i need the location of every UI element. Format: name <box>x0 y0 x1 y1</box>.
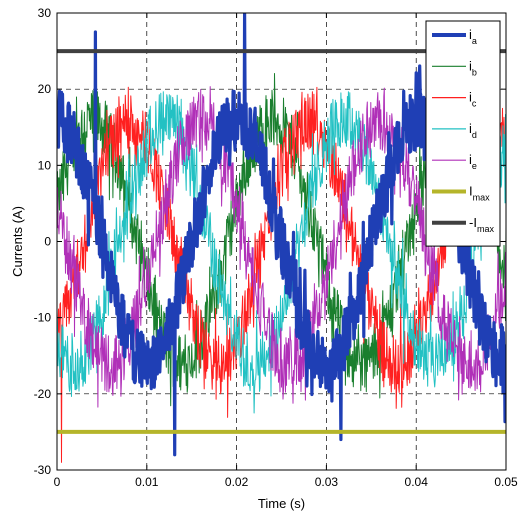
y-axis-label: Currents (A) <box>10 206 25 277</box>
legend-box <box>425 20 501 247</box>
y-tick-label: -10 <box>34 311 52 325</box>
y-tick-label: 10 <box>38 158 52 172</box>
x-tick-label: 0 <box>54 475 61 489</box>
y-tick-label: 20 <box>38 82 52 96</box>
x-tick-label: 0.04 <box>405 475 429 489</box>
legend-label: ie <box>469 152 477 171</box>
y-tick-label: 0 <box>44 235 51 249</box>
legend-label: ic <box>469 90 477 109</box>
y-tick-label: -30 <box>34 463 52 477</box>
x-tick-label: 0.01 <box>135 475 159 489</box>
legend: ia ib ic id ie Imax -Imax <box>425 20 501 247</box>
tick-labels: 0 0.01 0.02 0.03 0.04 0.05 30 20 10 0 -10 -20 -30 <box>34 6 518 489</box>
legend-label: Imax <box>469 184 490 203</box>
x-tick-label: 0.03 <box>315 475 339 489</box>
x-tick-label: 0.05 <box>494 475 518 489</box>
x-tick-label: 0.02 <box>225 475 249 489</box>
legend-label: id <box>469 121 477 140</box>
y-tick-label: 30 <box>38 6 52 20</box>
legend-label: ia <box>469 27 477 46</box>
legend-label: ib <box>469 58 477 77</box>
y-tick-label: -20 <box>34 387 52 401</box>
x-axis-label: Time (s) <box>258 496 305 511</box>
legend-label: -Imax <box>469 215 494 234</box>
